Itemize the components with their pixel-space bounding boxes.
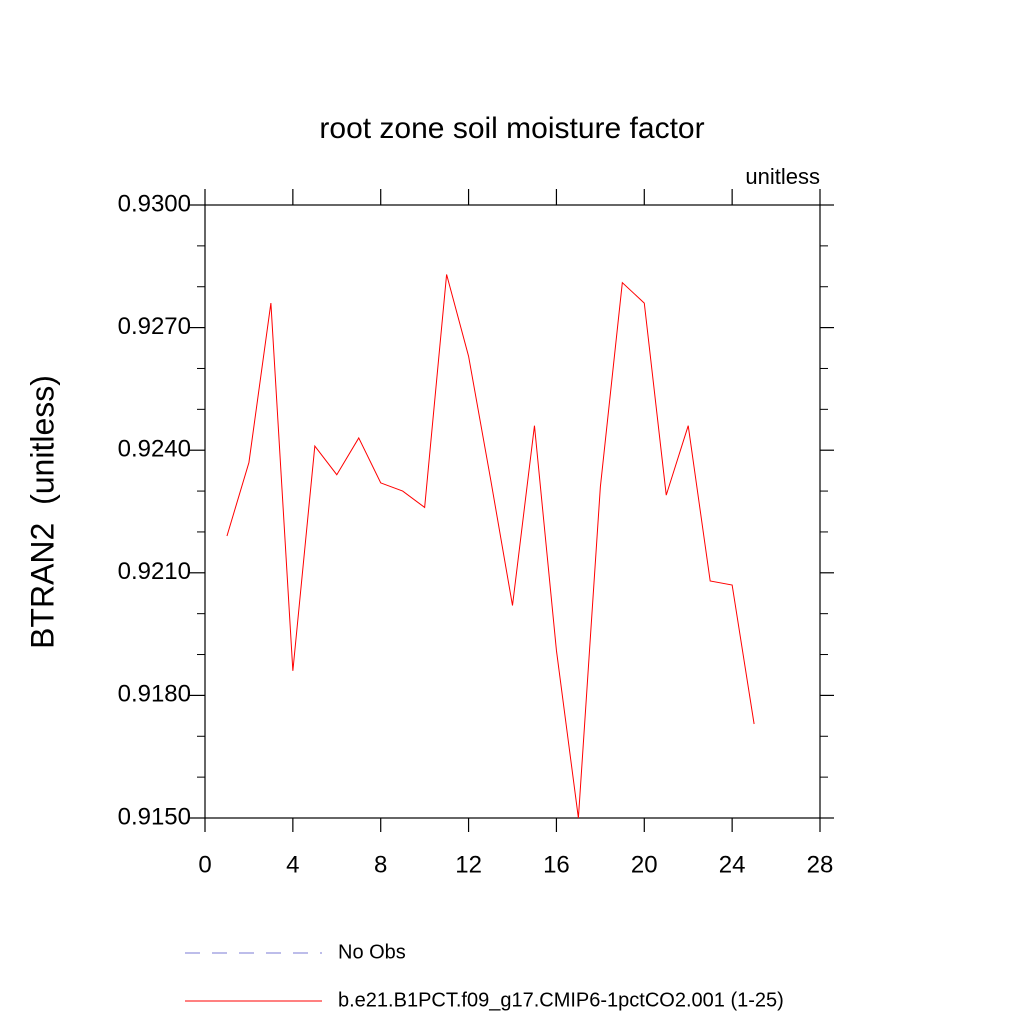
y-tick-label: 0.9240 (118, 436, 191, 463)
units-annotation: unitless (745, 164, 820, 189)
x-tick-label: 4 (286, 851, 299, 878)
y-tick-label: 0.9270 (118, 313, 191, 340)
y-tick-label: 0.9150 (118, 803, 191, 830)
y-tick-label: 0.9300 (118, 190, 191, 217)
x-tick-label: 28 (807, 851, 834, 878)
x-tick-label: 0 (198, 851, 211, 878)
x-tick-label: 8 (374, 851, 387, 878)
x-tick-label: 20 (631, 851, 658, 878)
x-tick-label: 12 (455, 851, 482, 878)
legend-label: b.e21.B1PCT.f09_g17.CMIP6-1pctCO2.001 (1… (338, 989, 784, 1011)
x-tick-label: 16 (543, 851, 570, 878)
y-tick-label: 0.9180 (118, 681, 191, 708)
x-tick-label: 24 (719, 851, 746, 878)
plot-frame (204, 204, 821, 819)
data-line (226, 274, 755, 819)
y-tick-label: 0.9210 (118, 558, 191, 585)
chart-title: root zone soil moisture factor (319, 112, 704, 145)
y-axis-label: BTRAN2 (unitless) (24, 375, 60, 649)
legend-label: No Obs (338, 941, 406, 963)
